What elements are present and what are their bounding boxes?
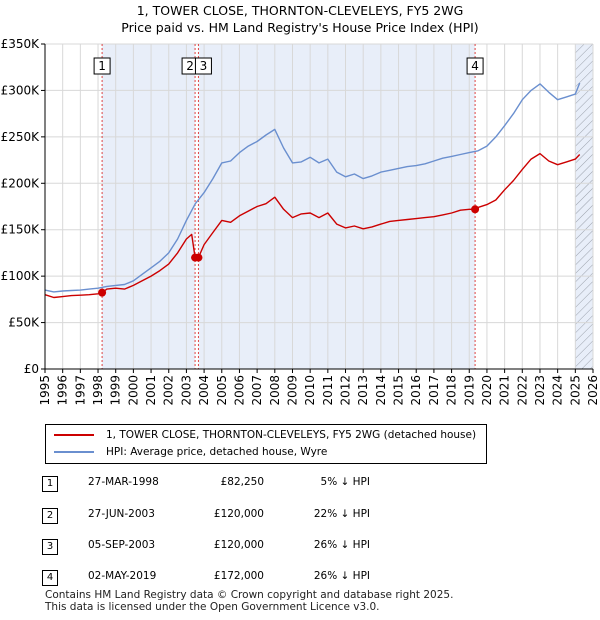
x-tick-label-2008: 2008 xyxy=(268,375,282,406)
x-tick-label-2000: 2000 xyxy=(126,375,140,406)
sale-box-1 xyxy=(93,57,111,75)
sale-price: £82,250 xyxy=(220,476,264,488)
footer-license: This data is licensed under the Open Gov… xyxy=(45,601,380,613)
sale-box-label-3: 3 xyxy=(200,59,208,73)
sale-number-badge: 1 xyxy=(42,476,58,492)
series-line-price xyxy=(44,152,581,299)
x-tick-label-2001: 2001 xyxy=(144,375,158,406)
sale-box-label-2: 2 xyxy=(186,59,194,73)
y-tick-label-0: £0 xyxy=(24,362,39,376)
x-tick-label-2013: 2013 xyxy=(356,375,370,406)
price-chart: 1 2 3 4 £0 £50K £100K £150K £200K £250K £300K £350K… xyxy=(1,37,600,406)
sale-date: 05-SEP-2003 xyxy=(88,539,156,551)
x-tick-label-2010: 2010 xyxy=(303,375,317,406)
x-tick-label-2025: 2025 xyxy=(568,375,582,406)
sale-price: £120,000 xyxy=(213,508,264,520)
x-tick-label-1995: 1995 xyxy=(38,375,52,406)
legend-item-hpi: HPI: Average price, detached house, Wyre xyxy=(54,444,327,460)
sale-hpi-diff: 26% ↓ HPI xyxy=(313,570,370,582)
x-tick-label-2014: 2014 xyxy=(374,375,388,406)
y-tick-label-250000: £250K xyxy=(1,130,41,144)
legend-label-price: 1, TOWER CLOSE, THORNTON-CLEVELEYS, FY5 … xyxy=(106,429,477,441)
x-tick-label-2007: 2007 xyxy=(250,375,264,406)
sale-hpi-diff: 5% ↓ HPI xyxy=(320,476,370,488)
legend-item-price: 1, TOWER CLOSE, THORNTON-CLEVELEYS, FY5 … xyxy=(54,427,476,443)
y-tick-label-200000: £200K xyxy=(1,176,41,190)
shaded-period-2 xyxy=(198,44,476,369)
sale-number-badge: 4 xyxy=(42,570,58,586)
legend-swatch-hpi xyxy=(54,451,94,453)
sale-box-3 xyxy=(194,57,212,75)
x-tick-label-2021: 2021 xyxy=(498,375,512,406)
x-tick-label-2023: 2023 xyxy=(533,375,547,406)
footer: Contains HM Land Registry data © Crown c… xyxy=(45,589,453,613)
footer-copyright: Contains HM Land Registry data © Crown c… xyxy=(45,589,454,601)
chart-subtitle: Price paid vs. HM Land Registry's House … xyxy=(121,20,479,35)
forecast-hatch xyxy=(575,44,593,369)
x-tick-label-2019: 2019 xyxy=(462,375,476,406)
legend-label-hpi: HPI: Average price, detached house, Wyre xyxy=(106,446,328,458)
x-tick-label-2012: 2012 xyxy=(339,375,353,406)
table-row: 3 05-SEP-2003 £120,000 26% ↓ HPI xyxy=(0,535,600,559)
sale-number-badge: 3 xyxy=(42,539,58,555)
y-tick-label-50000: £50K xyxy=(8,316,40,330)
x-tick-label-2024: 2024 xyxy=(551,375,565,406)
x-tick-label-2018: 2018 xyxy=(445,375,459,406)
x-tick-label-1999: 1999 xyxy=(109,375,123,406)
legend-swatch-price xyxy=(54,434,94,436)
sale-marker-3 xyxy=(194,253,203,262)
sale-box-label-1: 1 xyxy=(98,59,106,73)
x-tick-label-2005: 2005 xyxy=(215,375,229,406)
table-row: 4 02-MAY-2019 £172,000 26% ↓ HPI xyxy=(0,566,600,590)
x-tick-label-2022: 2022 xyxy=(515,375,529,406)
sale-price: £172,000 xyxy=(213,570,264,582)
sale-marker-1 xyxy=(98,288,107,297)
x-tick-label-2004: 2004 xyxy=(197,375,211,406)
y-tick-label-100000: £100K xyxy=(1,269,41,283)
sale-hpi-diff: 26% ↓ HPI xyxy=(313,539,370,551)
sale-date: 27-JUN-2003 xyxy=(88,508,155,520)
x-tick-label-2020: 2020 xyxy=(480,375,494,406)
x-tick-label-2017: 2017 xyxy=(427,375,441,406)
sale-date: 02-MAY-2019 xyxy=(88,570,157,582)
sale-hpi-diff: 22% ↓ HPI xyxy=(313,508,370,520)
y-tick-label-300000: £300K xyxy=(1,83,41,97)
x-tick-label-1997: 1997 xyxy=(73,375,87,406)
legend: 1, TOWER CLOSE, THORNTON-CLEVELEYS, FY5 … xyxy=(45,424,487,464)
sale-date: 27-MAR-1998 xyxy=(88,476,159,488)
sale-marker-4 xyxy=(471,205,480,214)
y-tick-label-150000: £150K xyxy=(1,223,41,237)
table-row: 2 27-JUN-2003 £120,000 22% ↓ HPI xyxy=(0,504,600,528)
x-tick-label-2003: 2003 xyxy=(179,375,193,406)
x-tick-label-2016: 2016 xyxy=(409,375,423,406)
x-tick-label-2011: 2011 xyxy=(321,375,335,406)
y-tick-label-350000: £350K xyxy=(1,37,41,51)
shaded-period-1 xyxy=(102,44,196,369)
x-tick-label-1996: 1996 xyxy=(56,375,70,406)
table-row: 1 27-MAR-1998 £82,250 5% ↓ HPI xyxy=(0,472,600,496)
sale-number-badge: 2 xyxy=(42,508,58,524)
sale-box-4 xyxy=(466,57,484,75)
x-tick-label-1998: 1998 xyxy=(91,375,105,406)
x-tick-label-2002: 2002 xyxy=(162,375,176,406)
series-line-hpi xyxy=(44,82,581,293)
x-tick-label-2009: 2009 xyxy=(285,375,299,406)
chart-title: 1, TOWER CLOSE, THORNTON-CLEVELEYS, FY5 … xyxy=(136,3,464,18)
x-tick-label-2026: 2026 xyxy=(586,375,600,406)
x-tick-label-2015: 2015 xyxy=(392,375,406,406)
x-tick-label-2006: 2006 xyxy=(232,375,246,406)
sale-price: £120,000 xyxy=(213,539,264,551)
sale-box-label-4: 4 xyxy=(471,59,479,73)
